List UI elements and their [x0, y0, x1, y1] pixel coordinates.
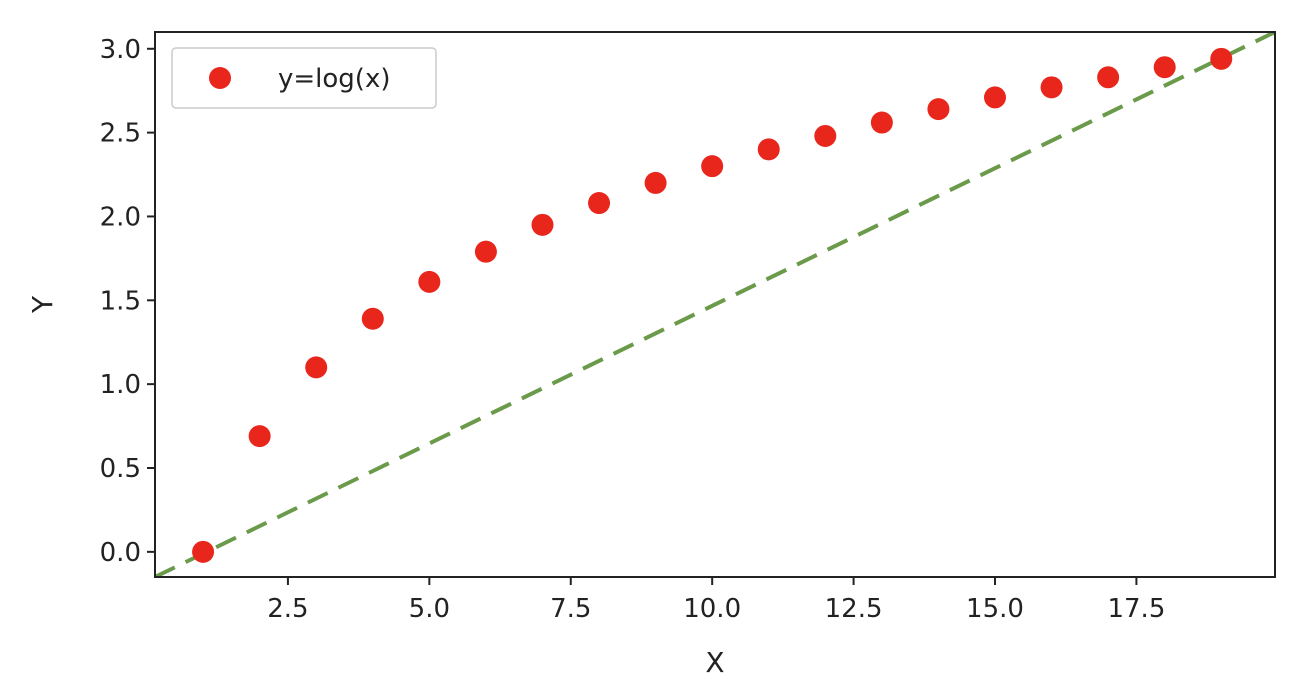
legend-label: y=log(x): [278, 64, 390, 94]
y-tick-label: 3.0: [100, 35, 141, 65]
legend-marker: [209, 67, 231, 89]
legend: y=log(x): [171, 47, 437, 109]
data-point: [192, 540, 215, 563]
y-axis-label: Y: [26, 295, 59, 314]
data-point: [361, 307, 384, 330]
x-tick-label: 7.5: [550, 594, 591, 624]
data-point: [305, 356, 328, 379]
x-tick-label: 5.0: [409, 594, 450, 624]
data-point: [870, 111, 893, 134]
data-point: [474, 240, 497, 263]
data-point: [248, 425, 271, 448]
x-axis-label: X: [705, 646, 724, 679]
data-point: [1210, 47, 1233, 70]
legend-box: [171, 47, 437, 109]
y-tick-label: 2.5: [100, 119, 141, 149]
data-point: [1153, 56, 1176, 79]
data-point: [531, 213, 554, 236]
y-tick-label: 0.0: [100, 538, 141, 568]
data-point: [644, 171, 667, 194]
data-point: [927, 98, 950, 121]
y-tick-label: 2.0: [100, 202, 141, 232]
data-point: [814, 124, 837, 147]
y-tick-label: 1.5: [100, 286, 141, 316]
data-point: [588, 192, 611, 215]
x-tick-label: 17.5: [1107, 594, 1165, 624]
data-points: [192, 47, 1233, 563]
x-tick-label: 12.5: [825, 594, 883, 624]
plot-area: [155, 32, 1275, 577]
data-point: [701, 155, 724, 178]
y-tick-label: 0.5: [100, 454, 141, 484]
data-point: [1097, 66, 1120, 89]
reference-line: [155, 32, 1275, 577]
data-point: [984, 86, 1006, 109]
x-tick-label: 2.5: [267, 594, 308, 624]
data-point: [757, 138, 780, 161]
data-point: [1040, 76, 1063, 99]
x-tick-label: 10.0: [683, 594, 741, 624]
y-axis-ticks: 0.0 0.5 1.0 1.5 2.0 2.5 3.0: [100, 35, 155, 568]
axes-frame: [154, 31, 1276, 578]
data-point: [418, 270, 441, 293]
x-axis-ticks: 2.5 5.0 7.5 10.0 12.5 15.0 17.5: [267, 577, 1165, 624]
x-tick-label: 15.0: [966, 594, 1024, 624]
y-tick-label: 1.0: [100, 370, 141, 400]
